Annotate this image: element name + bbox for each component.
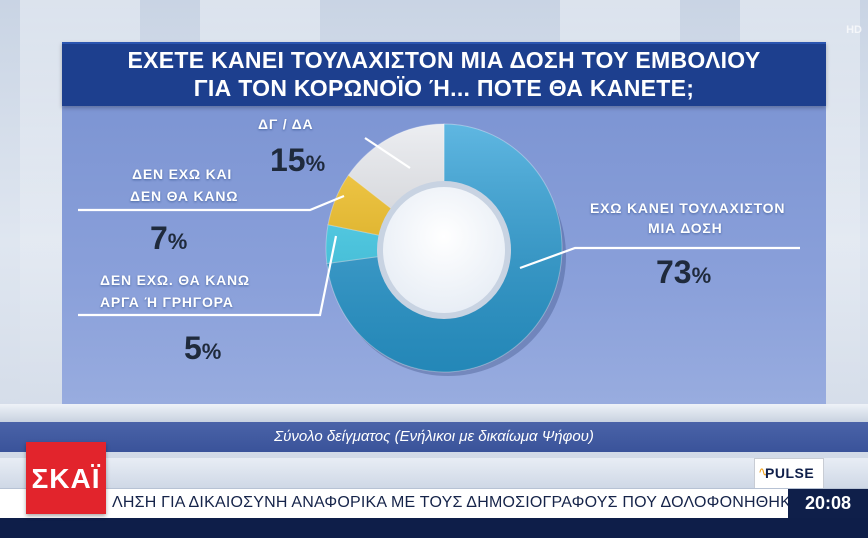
bottom-strip xyxy=(0,518,868,538)
slice-value-refuse-number: 7 xyxy=(150,220,168,256)
hd-mark: HD xyxy=(846,24,862,36)
slice-value-later-number: 5 xyxy=(184,330,202,366)
slice-value-dk-na-number: 15 xyxy=(270,142,306,178)
slice-label-later-line1: ΔΕΝ ΕΧΩ. ΘΑ ΚΑΝΩ xyxy=(100,272,250,288)
channel-logo: ΣΚΑΪ xyxy=(26,442,106,514)
slice-value-later: 5% xyxy=(184,330,221,367)
ticker-text: ΛΗΣΗ ΓΙΑ ΔΙΚΑΙΟΣΥΝΗ ΑΝΑΦΟΡΙΚΑ ΜΕ ΤΟΥΣ ΔΗ… xyxy=(112,494,845,511)
pulse-logo: ∿ PULSE xyxy=(754,458,824,490)
slice-label-dk-na: ΔΓ / ΔΑ xyxy=(258,116,314,132)
clock-time: 20:08 xyxy=(804,493,852,513)
pulse-wave-icon: ∿ xyxy=(758,464,769,479)
channel-logo-text: ΣΚΑΪ xyxy=(31,463,101,494)
clock-box: 20:08 xyxy=(788,489,868,519)
news-ticker: ΛΗΣΗ ΓΙΑ ΔΙΚΑΙΟΣΥΝΗ ΑΝΑΦΟΡΙΚΑ ΜΕ ΤΟΥΣ ΔΗ… xyxy=(0,488,868,519)
leader-line-vaccinated xyxy=(519,246,800,270)
donut-hole xyxy=(377,181,511,319)
leader-line-dk-na xyxy=(364,137,411,169)
slice-value-dk-na: 15% xyxy=(270,142,325,179)
sample-note: Σύνολο δείγματος (Ενήλικοι με δικαίωμα Ψ… xyxy=(274,428,594,445)
studio-floor xyxy=(0,404,868,422)
slice-value-vaccinated-number: 73 xyxy=(656,254,692,290)
percent-sign: % xyxy=(691,263,712,288)
pulse-logo-text: PULSE xyxy=(765,465,815,481)
slice-label-vaccinated-line2: ΜΙΑ ΔΟΣΗ xyxy=(648,220,723,236)
leader-line-refuse xyxy=(78,194,345,212)
slice-value-vaccinated: 73% xyxy=(656,254,711,291)
percent-sign: % xyxy=(201,339,222,364)
slice-label-refuse-line2: ΔΕΝ ΘΑ ΚΑΝΩ xyxy=(130,188,239,204)
slice-value-refuse: 7% xyxy=(150,220,187,257)
chart-title: ΕΧΕΤΕ ΚΑΝΕΙ ΤΟΥΛΑΧΙΣΤΟΝ ΜΙΑ ΔΟΣΗ ΤΟΥ ΕΜΒ… xyxy=(62,42,826,106)
title-line-1: ΕΧΕΤΕ ΚΑΝΕΙ ΤΟΥΛΑΧΙΣΤΟΝ ΜΙΑ ΔΟΣΗ ΤΟΥ ΕΜΒ… xyxy=(127,47,761,73)
sample-note-bar: Σύνολο δείγματος (Ενήλικοι με δικαίωμα Ψ… xyxy=(0,422,868,452)
percent-sign: % xyxy=(305,151,326,176)
slice-label-vaccinated-line1: ΕΧΩ ΚΑΝΕΙ ΤΟΥΛΑΧΙΣΤΟΝ xyxy=(590,200,786,216)
ticker-upper-band xyxy=(0,458,868,488)
title-line-2: ΓΙΑ ΤΟΝ ΚΟΡΩΝΟΪΟ Ή... ΠΟΤΕ ΘΑ ΚΑΝΕΤΕ; xyxy=(193,75,695,101)
slice-label-later-line2: ΑΡΓΑ Ή ΓΡΗΓΟΡΑ xyxy=(100,294,234,310)
percent-sign: % xyxy=(167,229,188,254)
leader-line-later xyxy=(78,235,338,317)
slice-label-refuse-line1: ΔΕΝ ΕΧΩ ΚΑΙ xyxy=(132,166,233,182)
